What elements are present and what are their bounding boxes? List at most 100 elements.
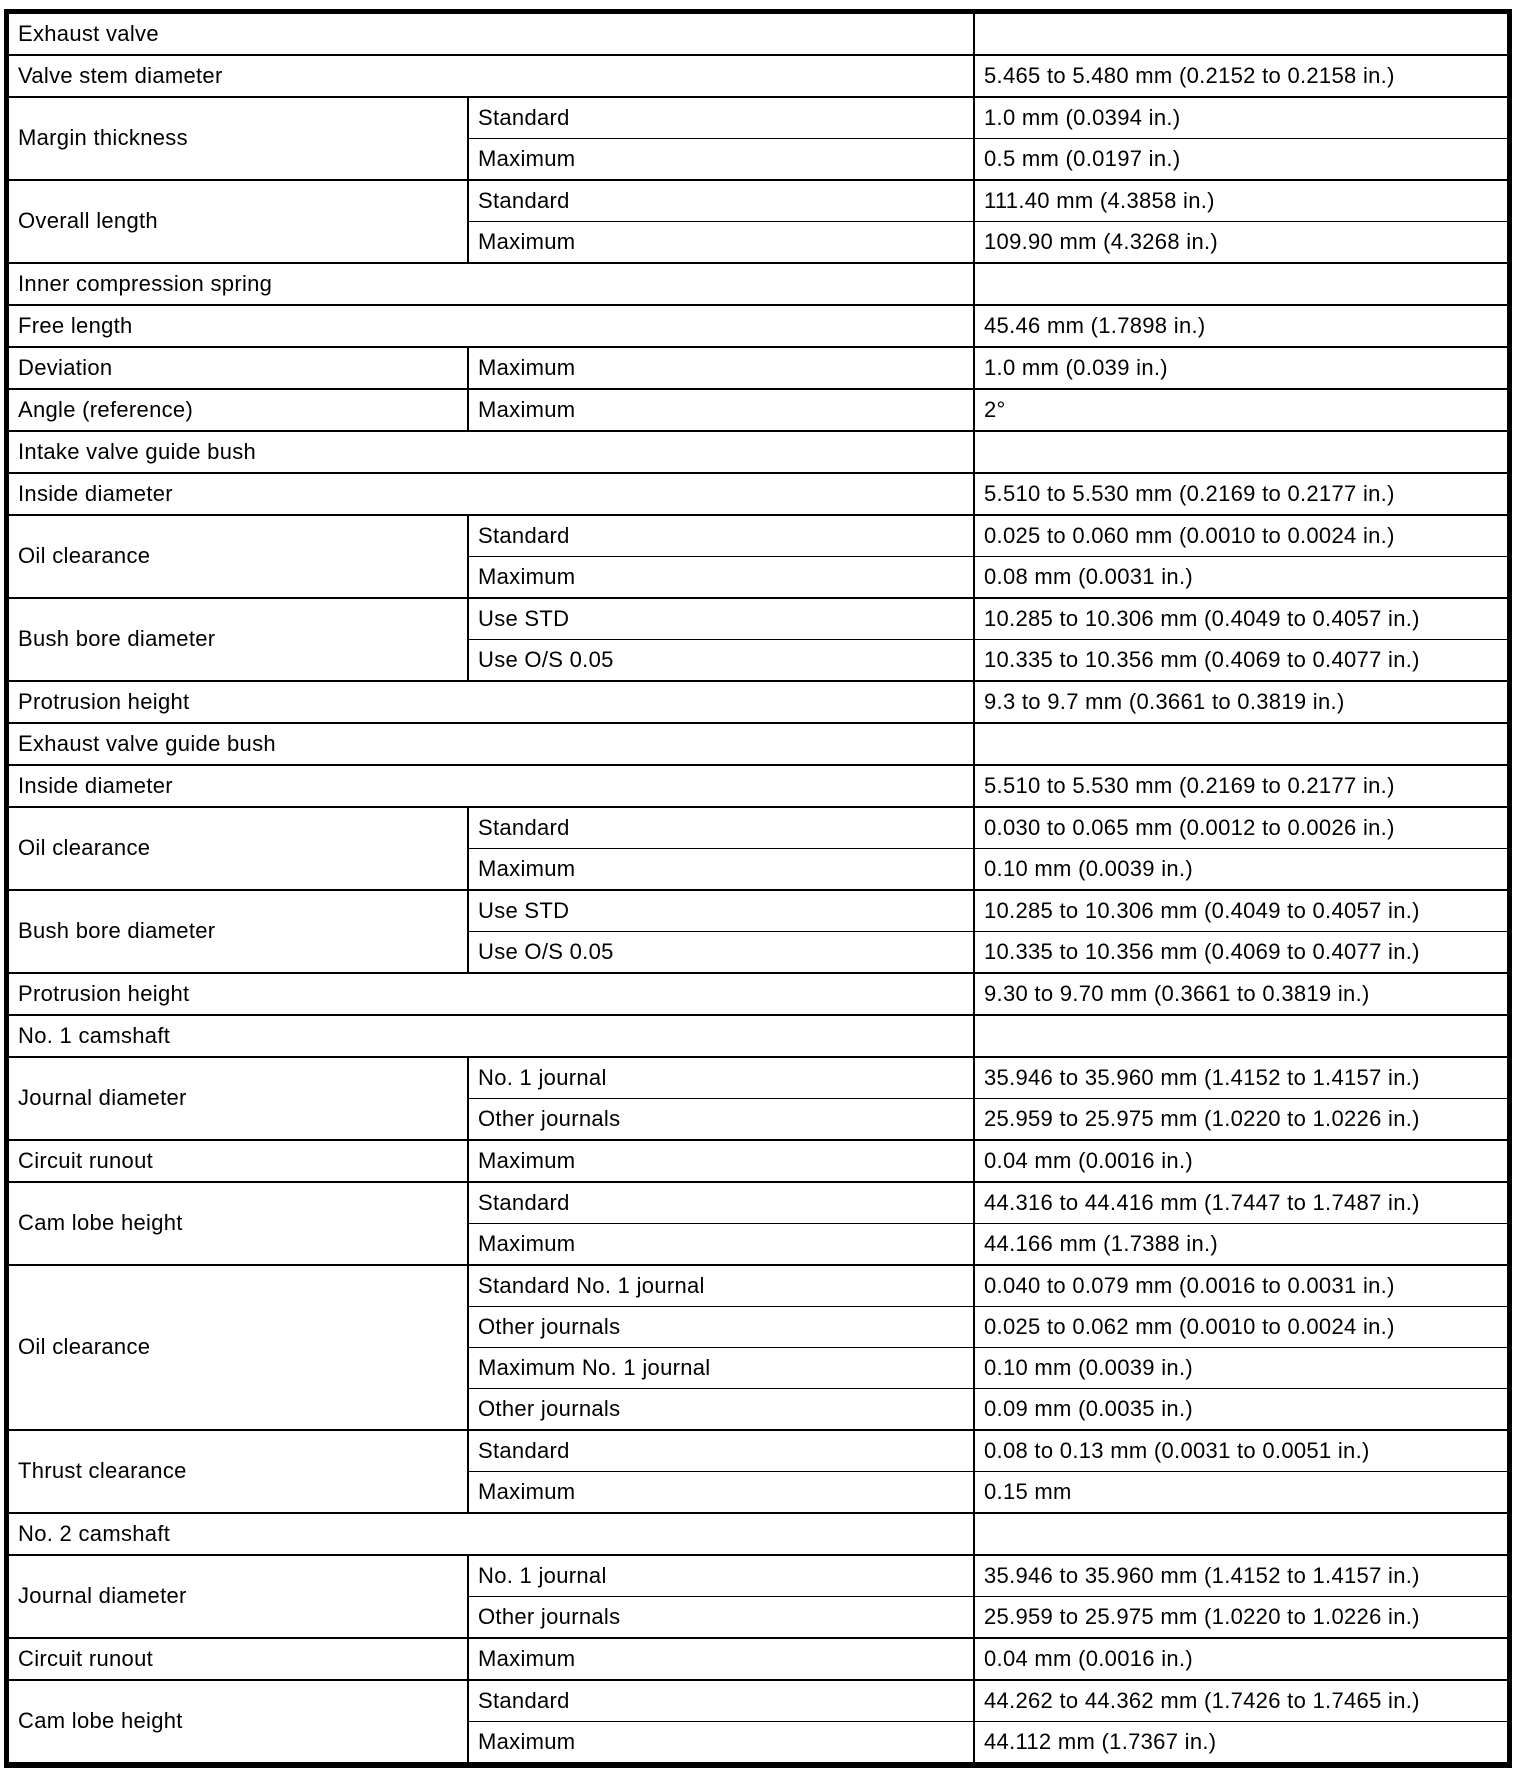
table-row: Circuit runout Maximum 0.04 mm (0.0016 in.… (9, 1637, 1507, 1679)
row-value-cell: 44.112 mm (1.7367 in.) (973, 1721, 1507, 1762)
table-row: Maximum 0.5 mm (0.0197 in.) (9, 138, 1507, 179)
row-value-cell: 25.959 to 25.975 mm (1.0220 to 1.0226 in… (973, 1098, 1507, 1139)
table-row: Cam lobe height Standard 44.316 to 44.416 … (9, 1181, 1507, 1235)
row-value-cell: 0.10 mm (0.0039 in.) (973, 848, 1507, 889)
row-qualifier-cell: Maximum (467, 1139, 973, 1181)
row-value-cell: 0.15 mm (973, 1471, 1507, 1512)
row-value-cell: 0.030 to 0.065 mm (0.0012 to 0.0026 in.) (973, 806, 1507, 848)
table-row: Protrusion height 9.3 to 9.7 mm (0.3661 t… (9, 680, 1507, 722)
row-value-cell: 25.959 to 25.975 mm (1.0220 to 1.0226 in… (973, 1596, 1507, 1637)
section-header-cell: No. 1 camshaft (9, 1014, 973, 1056)
table-row: Inner compression spring (9, 262, 1507, 304)
row-value-cell: 0.5 mm (0.0197 in.) (973, 138, 1507, 179)
row-value-cell: 44.166 mm (1.7388 in.) (973, 1223, 1507, 1264)
row-value-cell: 10.335 to 10.356 mm (0.4069 to 0.4077 in… (973, 639, 1507, 680)
row-qualifier-cell: No. 1 journal (467, 1554, 973, 1596)
table-row: Free length 45.46 mm (1.7898 in.) (9, 304, 1507, 346)
row-value-cell: 0.09 mm (0.0035 in.) (973, 1388, 1507, 1429)
table-row: Maximum 0.10 mm (0.0039 in.) (9, 848, 1507, 889)
row-label-cell: Circuit runout (9, 1139, 467, 1181)
table-row: Maximum 0.08 mm (0.0031 in.) (9, 556, 1507, 597)
row-qualifier-cell: Standard No. 1 journal (467, 1264, 973, 1306)
table-row: Cam lobe height Standard 44.262 to 44.362 … (9, 1679, 1507, 1733)
row-value-cell: 10.335 to 10.356 mm (0.4069 to 0.4077 in… (973, 931, 1507, 972)
row-qualifier-cell: Maximum (467, 346, 973, 388)
row-value-cell: 10.285 to 10.306 mm (0.4049 to 0.4057 in… (973, 889, 1507, 931)
row-qualifier-cell: Use O/S 0.05 (467, 639, 973, 680)
row-label-cell: Overall length (9, 179, 467, 262)
spec-table-body: Exhaust valve Valve stem diameter 5.465 to… (9, 14, 1507, 1762)
row-label-cell: Protrusion height (9, 972, 973, 1014)
table-row: Other journals 0.025 to 0.062 mm (0.0010 … (9, 1306, 1507, 1347)
table-row: Use O/S 0.05 10.335 to 10.356 mm (0.4069 … (9, 931, 1507, 972)
section-header-cell: Intake valve guide bush (9, 430, 973, 472)
row-label-cell: Oil clearance (9, 1264, 467, 1429)
table-row: Maximum 0.15 mm (9, 1471, 1507, 1512)
row-label-cell: Margin thickness (9, 96, 467, 179)
row-qualifier-cell: Standard (467, 179, 973, 221)
table-row: Protrusion height 9.30 to 9.70 mm (0.3661… (9, 972, 1507, 1014)
row-value-cell: 0.08 mm (0.0031 in.) (973, 556, 1507, 597)
row-label-cell: Angle (reference) (9, 388, 467, 430)
section-header-cell: Inner compression spring (9, 262, 973, 304)
empty-value-cell (973, 722, 1507, 764)
row-label-cell: Inside diameter (9, 472, 973, 514)
row-value-cell: 5.510 to 5.530 mm (0.2169 to 0.2177 in.) (973, 472, 1507, 514)
row-value-cell: 0.025 to 0.060 mm (0.0010 to 0.0024 in.) (973, 514, 1507, 556)
table-row: Oil clearance Standard 0.030 to 0.065 mm (… (9, 806, 1507, 860)
row-label-cell: Journal diameter (9, 1554, 467, 1637)
table-row: Exhaust valve (9, 14, 1507, 54)
row-value-cell: 0.08 to 0.13 mm (0.0031 to 0.0051 in.) (973, 1429, 1507, 1471)
row-value-cell: 2° (973, 388, 1507, 430)
table-row: Inside diameter 5.510 to 5.530 mm (0.2169… (9, 764, 1507, 806)
table-row: Angle (reference) Maximum 2° (9, 388, 1507, 430)
row-qualifier-cell: Maximum No. 1 journal (467, 1347, 973, 1388)
table-row: Intake valve guide bush (9, 430, 1507, 472)
row-value-cell: 0.04 mm (0.0016 in.) (973, 1637, 1507, 1679)
row-label-cell: Deviation (9, 346, 467, 388)
table-row: Maximum 44.112 mm (1.7367 in.) (9, 1721, 1507, 1762)
row-label-cell: Protrusion height (9, 680, 973, 722)
table-row: Deviation Maximum 1.0 mm (0.039 in.) (9, 346, 1507, 388)
row-qualifier-cell: Maximum (467, 221, 973, 262)
table-row: Journal diameter No. 1 journal 35.946 to 3… (9, 1056, 1507, 1110)
row-value-cell: 9.3 to 9.7 mm (0.3661 to 0.3819 in.) (973, 680, 1507, 722)
table-row: Circuit runout Maximum 0.04 mm (0.0016 in.… (9, 1139, 1507, 1181)
row-qualifier-cell: Maximum (467, 138, 973, 179)
table-row: Maximum 109.90 mm (4.3268 in.) (9, 221, 1507, 262)
empty-value-cell (973, 262, 1507, 304)
row-qualifier-cell: No. 1 journal (467, 1056, 973, 1098)
row-qualifier-cell: Standard (467, 96, 973, 138)
row-value-cell: 109.90 mm (4.3268 in.) (973, 221, 1507, 262)
row-value-cell: 111.40 mm (4.3858 in.) (973, 179, 1507, 221)
row-label-cell: Inside diameter (9, 764, 973, 806)
section-header-cell: Exhaust valve guide bush (9, 722, 973, 764)
row-qualifier-cell: Maximum (467, 556, 973, 597)
section-header-cell: Exhaust valve (18, 20, 159, 46)
row-value-cell: 0.025 to 0.062 mm (0.0010 to 0.0024 in.) (973, 1306, 1507, 1347)
row-value-cell: 10.285 to 10.306 mm (0.4049 to 0.4057 in… (973, 597, 1507, 639)
table-row: Overall length Standard 111.40 mm (4.3858 … (9, 179, 1507, 233)
row-value-cell: 44.316 to 44.416 mm (1.7447 to 1.7487 in… (973, 1181, 1507, 1223)
table-row: Bush bore diameter Use STD 10.285 to 10.30… (9, 889, 1507, 943)
row-qualifier-cell: Standard (467, 806, 973, 848)
row-qualifier-cell: Maximum (467, 388, 973, 430)
row-qualifier-cell: Maximum (467, 1471, 973, 1512)
table-row: Oil clearance Standard No. 1 journal 0.040… (9, 1264, 1507, 1359)
row-label-cell: Oil clearance (9, 806, 467, 889)
table-row: Oil clearance Standard 0.025 to 0.060 mm (… (9, 514, 1507, 568)
row-qualifier-cell: Maximum (467, 1721, 973, 1762)
row-qualifier-cell: Maximum (467, 1223, 973, 1264)
row-qualifier-cell: Maximum (467, 848, 973, 889)
row-value-cell: 1.0 mm (0.0394 in.) (973, 96, 1507, 138)
row-label-cell: Cam lobe height (9, 1679, 467, 1762)
table-row: No. 1 camshaft (9, 1014, 1507, 1056)
section-header-cell: No. 2 camshaft (9, 1512, 973, 1554)
row-qualifier-cell: Standard (467, 514, 973, 556)
row-value-cell: 9.30 to 9.70 mm (0.3661 to 0.3819 in.) (973, 972, 1507, 1014)
table-row: Journal diameter No. 1 journal 35.946 to 3… (9, 1554, 1507, 1608)
row-qualifier-cell: Standard (467, 1679, 973, 1721)
row-label-cell: Journal diameter (9, 1056, 467, 1139)
table-row: Maximum 44.166 mm (1.7388 in.) (9, 1223, 1507, 1264)
